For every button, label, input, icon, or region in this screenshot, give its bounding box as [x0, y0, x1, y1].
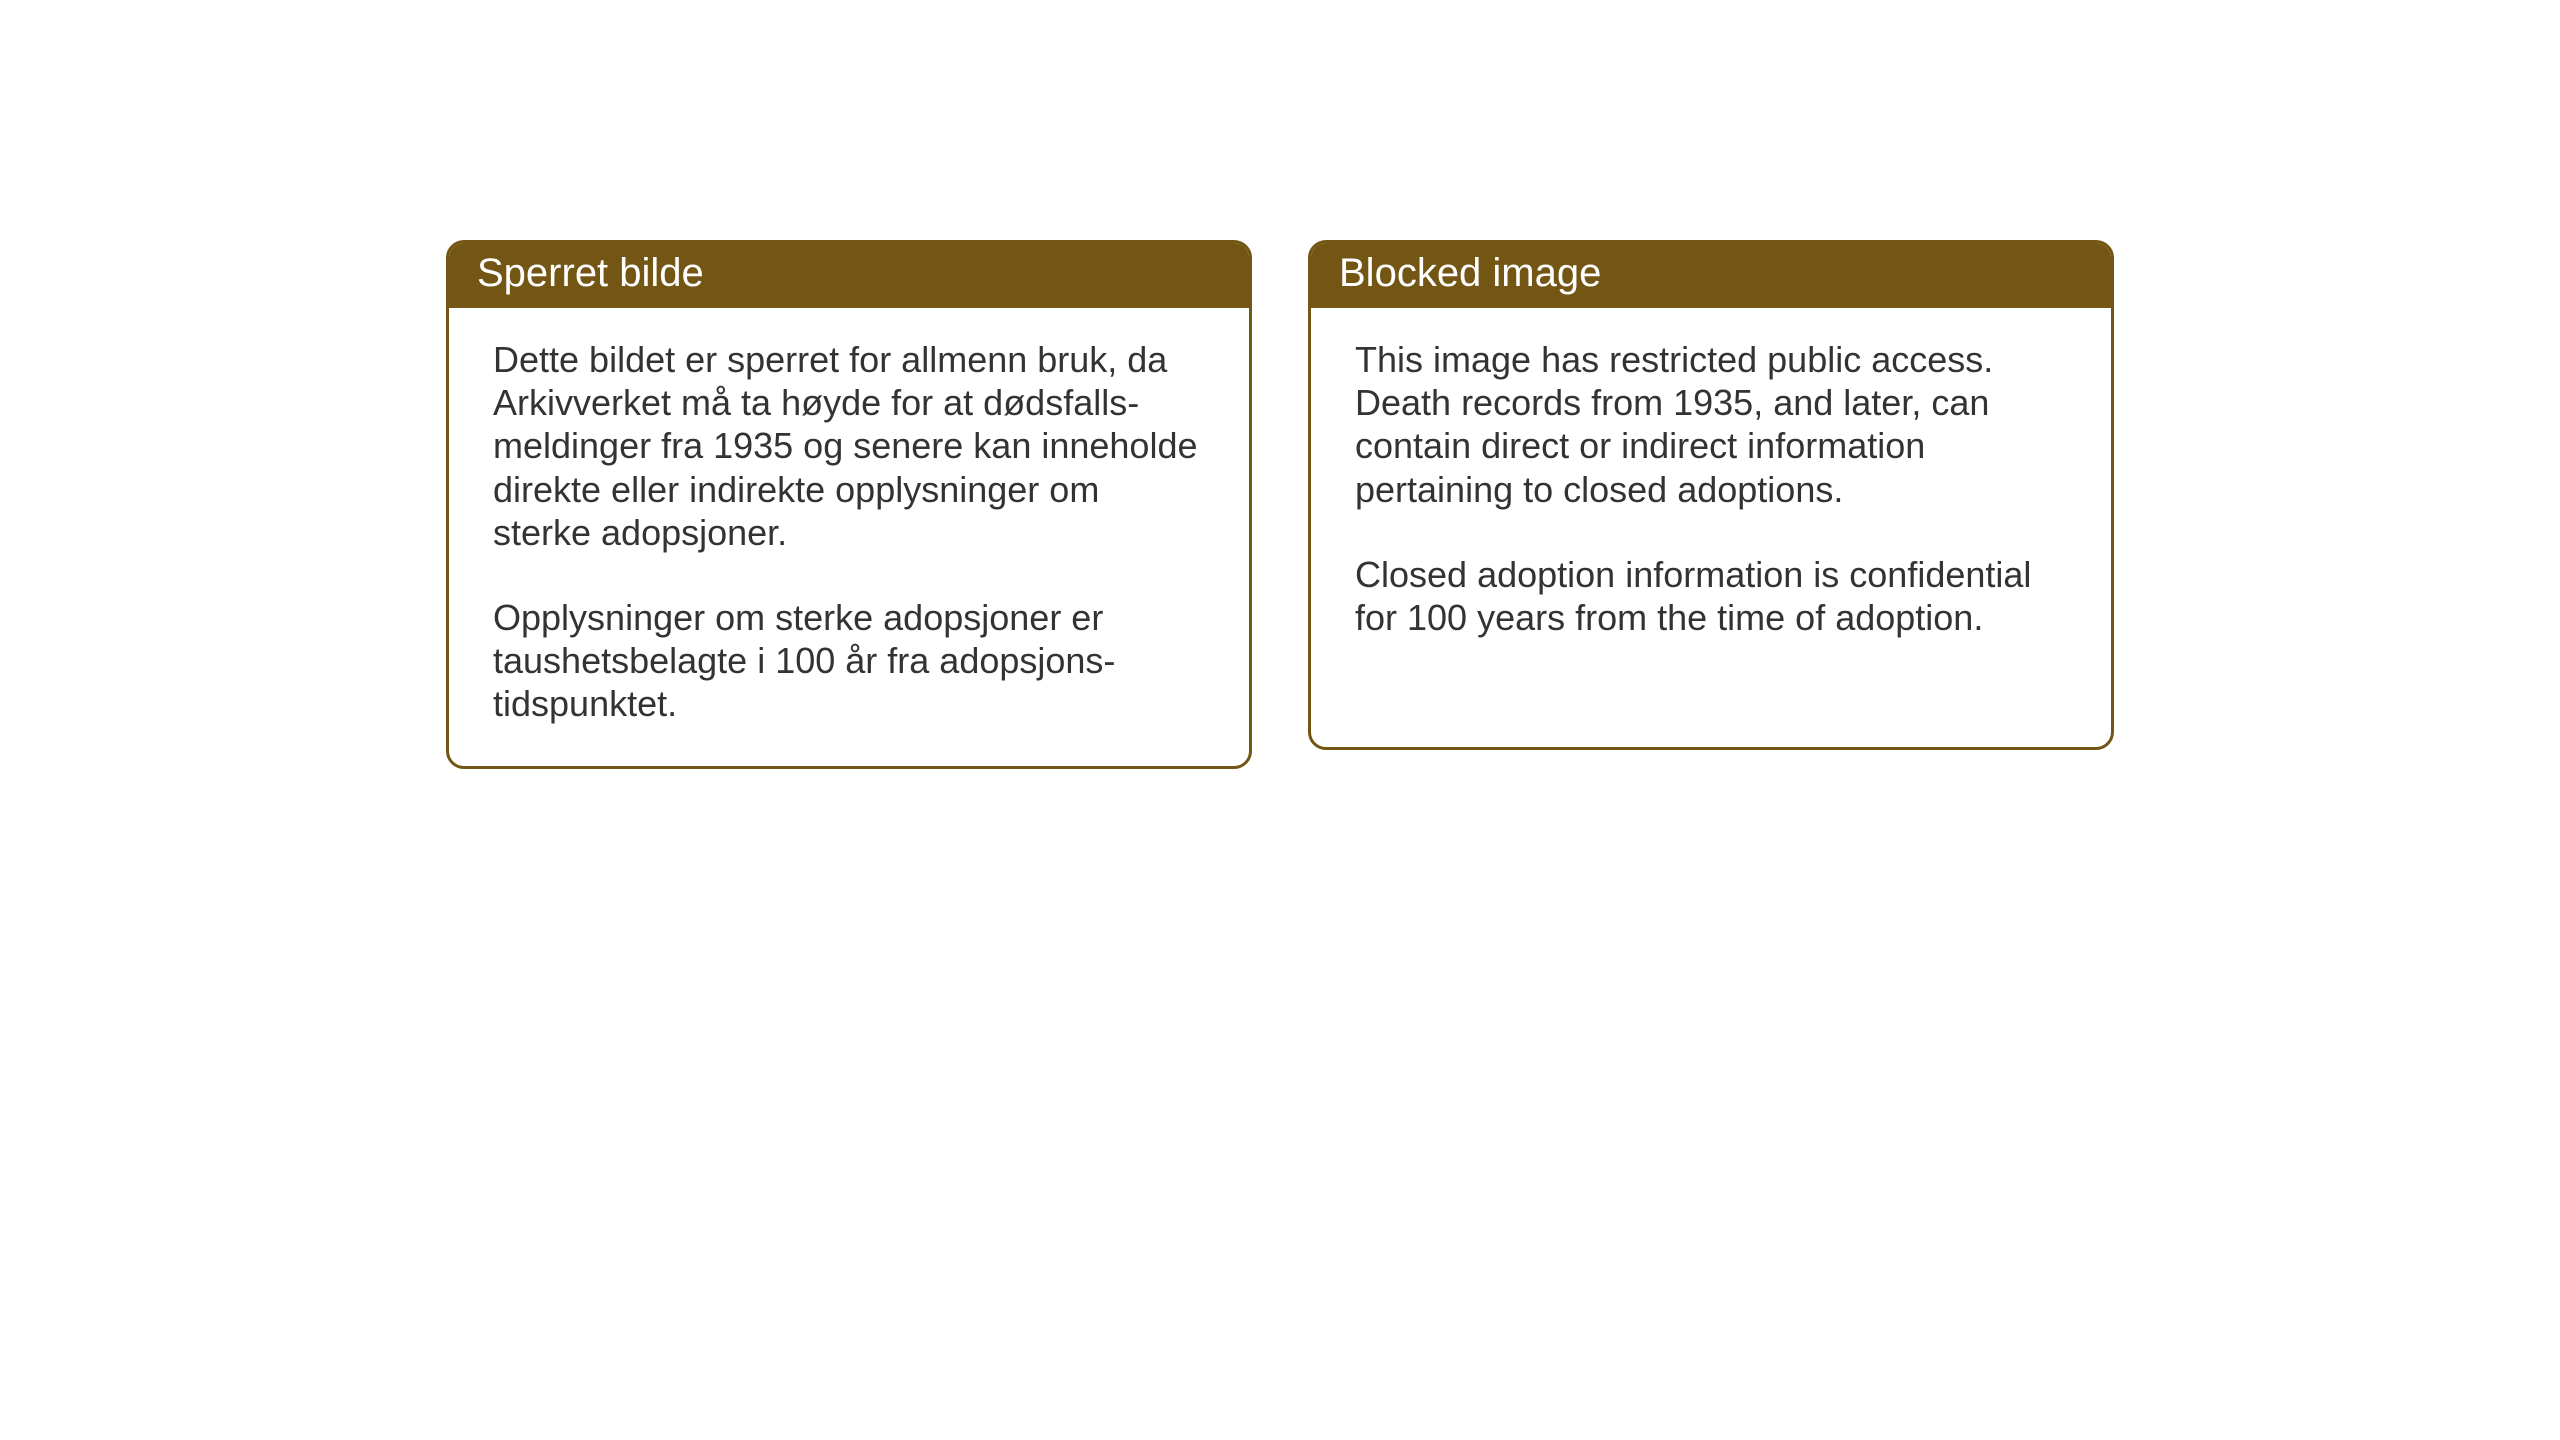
norwegian-paragraph-1: Dette bildet er sperret for allmenn bruk… [493, 338, 1205, 554]
norwegian-paragraph-2: Opplysninger om sterke adopsjoner er tau… [493, 596, 1205, 726]
norwegian-notice-card: Sperret bilde Dette bildet er sperret fo… [446, 240, 1252, 769]
cards-container: Sperret bilde Dette bildet er sperret fo… [0, 0, 2560, 769]
norwegian-card-body: Dette bildet er sperret for allmenn bruk… [449, 308, 1249, 766]
english-paragraph-1: This image has restricted public access.… [1355, 338, 2067, 511]
english-paragraph-2: Closed adoption information is confident… [1355, 553, 2067, 639]
english-card-body: This image has restricted public access.… [1311, 308, 2111, 679]
english-card-title: Blocked image [1311, 243, 2111, 308]
norwegian-card-title: Sperret bilde [449, 243, 1249, 308]
english-notice-card: Blocked image This image has restricted … [1308, 240, 2114, 750]
